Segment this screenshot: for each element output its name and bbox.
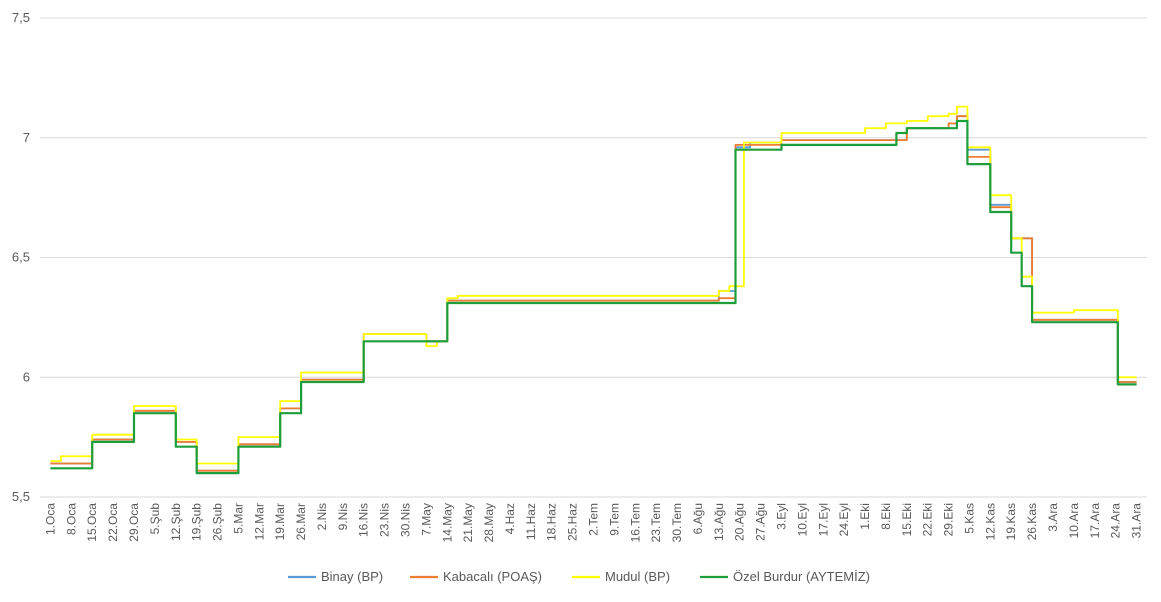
- x-tick-label: 30.Nis: [399, 503, 413, 537]
- x-tick-label: 19.Şub: [190, 503, 204, 541]
- x-tick-label: 8.Eki: [879, 503, 893, 530]
- x-tick-label: 17.Ara: [1088, 503, 1102, 539]
- x-tick-label: 12.Kas: [983, 503, 997, 540]
- x-tick-label: 1.Eki: [858, 503, 872, 530]
- x-tick-label: 16.Tem: [628, 503, 642, 542]
- y-tick-label: 6,5: [12, 250, 30, 265]
- x-axis-tick-labels: 1.Oca 8.Oca 15.Oca 22.Oca 29.Oca 5.Şub 12.Şub 1…: [43, 503, 1143, 543]
- series-lines: [50, 105, 1137, 475]
- x-tick-label: 5.Mar: [231, 503, 245, 534]
- x-tick-label: 26.Şub: [211, 503, 225, 541]
- legend-label: Mudul (BP): [605, 569, 670, 584]
- x-tick-label: 26.Kas: [1025, 503, 1039, 540]
- series-line: [50, 105, 1137, 465]
- x-tick-label: 13.Ağu: [712, 503, 726, 541]
- y-tick-label: 6: [23, 369, 30, 384]
- x-tick-label: 11.Haz: [524, 503, 538, 540]
- legend: Binay (BP) Kabacalı (POAŞ) Mudul (BP) Özel …: [288, 569, 870, 584]
- y-tick-label: 7,5: [12, 10, 30, 25]
- x-tick-label: 6.Ağu: [691, 503, 705, 534]
- legend-label: Özel Burdur (AYTEMİZ): [733, 569, 870, 584]
- x-tick-label: 22.Eki: [921, 503, 935, 536]
- x-tick-label: 19.Mar: [273, 503, 287, 540]
- x-tick-label: 7.May: [419, 503, 433, 536]
- x-tick-label: 24.Ara: [1109, 503, 1123, 539]
- x-tick-label: 23.Nis: [378, 503, 392, 537]
- legend-label: Binay (BP): [321, 569, 383, 584]
- x-tick-label: 14.May: [440, 503, 454, 542]
- x-tick-label: 10.Ara: [1067, 503, 1081, 539]
- x-tick-label: 15.Eki: [900, 503, 914, 536]
- x-tick-label: 9.Tem: [607, 503, 621, 536]
- x-tick-label: 5.Şub: [148, 503, 162, 535]
- x-tick-label: 22.Oca: [106, 503, 120, 542]
- series-line: [50, 115, 1137, 472]
- x-tick-label: 23.Tem: [649, 503, 663, 542]
- y-tick-label: 7: [23, 130, 30, 145]
- x-tick-label: 12.Şub: [169, 503, 183, 541]
- x-tick-label: 18.Haz: [545, 503, 559, 541]
- x-tick-label: 10.Eyl: [795, 503, 809, 536]
- x-tick-label: 4.Haz: [503, 503, 517, 534]
- x-tick-label: 28.May: [482, 503, 496, 542]
- x-tick-label: 5.Kas: [962, 503, 976, 534]
- x-tick-label: 27.Ağu: [754, 503, 768, 541]
- x-tick-label: 8.Oca: [64, 503, 78, 535]
- x-tick-label: 31.Ara: [1130, 503, 1144, 539]
- series-line: [50, 119, 1137, 475]
- x-tick-label: 29.Oca: [127, 503, 141, 542]
- x-tick-label: 12.Mar: [252, 503, 266, 540]
- x-tick-label: 29.Eki: [942, 503, 956, 536]
- x-tick-label: 2.Nis: [315, 503, 329, 530]
- x-tick-label: 1.Oca: [43, 503, 57, 535]
- x-tick-label: 17.Eyl: [816, 503, 830, 536]
- x-tick-label: 20.Ağu: [733, 503, 747, 541]
- x-tick-label: 24.Eyl: [837, 503, 851, 536]
- x-tick-label: 30.Tem: [670, 503, 684, 542]
- x-tick-label: 9.Nis: [336, 503, 350, 530]
- y-tick-label: 5,5: [12, 489, 30, 504]
- y-axis-tick-labels: 5,5 6 6,5 7 7,5: [12, 10, 30, 504]
- x-tick-label: 15.Oca: [85, 503, 99, 542]
- x-tick-label: 2.Tem: [587, 503, 601, 536]
- legend-label: Kabacalı (POAŞ): [443, 569, 542, 584]
- x-tick-label: 3.Eyl: [774, 503, 788, 530]
- x-tick-label: 21.May: [461, 503, 475, 542]
- gridlines: [40, 17, 1147, 498]
- x-tick-label: 3.Ara: [1046, 503, 1060, 532]
- x-tick-label: 19.Kas: [1004, 503, 1018, 540]
- x-tick-label: 26.Mar: [294, 503, 308, 540]
- x-tick-label: 16.Nis: [357, 503, 371, 537]
- series-line: [50, 115, 1137, 472]
- x-tick-label: 25.Haz: [566, 503, 580, 541]
